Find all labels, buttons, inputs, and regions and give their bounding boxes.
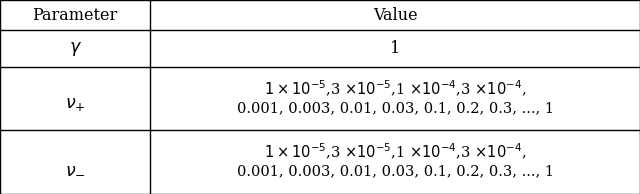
Text: $1 \times 10^{-5}$,3 $\times 10^{-5}$,1 $\times 10^{-4}$,3 $\times 10^{-4}$,: $1 \times 10^{-5}$,3 $\times 10^{-5}$,1 … bbox=[264, 142, 526, 162]
Text: 1: 1 bbox=[390, 40, 401, 57]
Text: Value: Value bbox=[373, 7, 417, 23]
Text: $1 \times 10^{-5}$,3 $\times 10^{-5}$,1 $\times 10^{-4}$,3 $\times 10^{-4}$,: $1 \times 10^{-5}$,3 $\times 10^{-5}$,1 … bbox=[264, 79, 526, 99]
Text: Parameter: Parameter bbox=[33, 7, 118, 23]
Text: 0.001, 0.003, 0.01, 0.03, 0.1, 0.2, 0.3, ..., 1: 0.001, 0.003, 0.01, 0.03, 0.1, 0.2, 0.3,… bbox=[237, 101, 554, 115]
Text: $\nu_{+}$: $\nu_{+}$ bbox=[65, 95, 86, 113]
Text: $\gamma$: $\gamma$ bbox=[68, 40, 82, 57]
Text: $\nu_{-}$: $\nu_{-}$ bbox=[65, 159, 86, 177]
Text: 0.001, 0.003, 0.01, 0.03, 0.1, 0.2, 0.3, ..., 1: 0.001, 0.003, 0.01, 0.03, 0.1, 0.2, 0.3,… bbox=[237, 165, 554, 179]
